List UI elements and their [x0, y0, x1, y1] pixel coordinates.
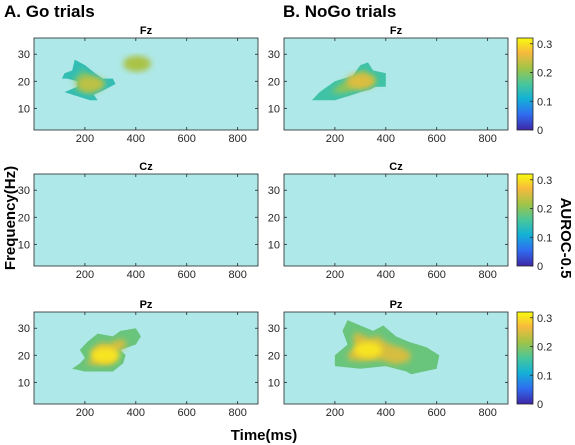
colorbar-gradient	[516, 311, 534, 405]
x-tick-label: 400	[127, 407, 145, 419]
x-tick-label: 800	[228, 407, 246, 419]
x-tick-label: 200	[76, 269, 94, 281]
x-tick-label: 800	[478, 269, 496, 281]
x-tick-label: 600	[428, 269, 446, 281]
x-tick-label: 400	[377, 269, 395, 281]
heatmap-fz-go: Fz 200 400 600 800 10 20 30	[18, 25, 259, 145]
colorbar-tick-label: 0.1	[537, 232, 552, 244]
colorbar-tick-label: 0.1	[537, 96, 552, 108]
region-peak	[354, 341, 382, 358]
y-axis-label: Frequency(Hz)	[2, 166, 19, 270]
panel-title-go: A. Go trials	[4, 2, 95, 21]
axes-box	[33, 173, 259, 267]
colorbar-tick-label: 0	[537, 399, 543, 411]
colorbar-label: AUROC-0.5	[557, 198, 574, 279]
x-tick-label: 600	[178, 133, 196, 145]
x-tick-label: 400	[127, 269, 145, 281]
y-tick-label: 10	[268, 239, 280, 251]
region-peak	[346, 73, 375, 90]
x-tick-label: 200	[326, 133, 344, 145]
x-tick-label: 200	[326, 269, 344, 281]
heatmap-fz-nogo: Fz 200 400 600 800 10 20 30	[268, 25, 509, 145]
electrode-title: Cz	[389, 161, 403, 173]
y-tick-label: 30	[18, 185, 30, 197]
electrode-title: Fz	[140, 25, 153, 37]
y-tick-label: 10	[18, 103, 30, 115]
heatmap-background	[34, 174, 258, 266]
x-tick-label: 800	[228, 133, 246, 145]
y-tick-label: 20	[268, 350, 280, 362]
region-peak	[91, 347, 120, 364]
region-peak	[76, 76, 104, 92]
y-tick-label: 20	[18, 212, 30, 224]
colorbar-tick-label: 0	[537, 125, 543, 137]
y-tick-label: 10	[268, 377, 280, 389]
heatmap-cz-nogo: Cz 200 400 600 800 10 20 30	[268, 161, 509, 281]
x-tick-label: 400	[377, 133, 395, 145]
heatmap-pz-nogo: Pz 200 400 600 800 10 20 30	[268, 299, 509, 419]
x-tick-label: 600	[428, 133, 446, 145]
colorbars: 0 0.1 0.2 0.3 0 0.1 0.2 0.3 0 0.1 0.2 0.3	[516, 37, 552, 411]
panel-title-nogo: B. NoGo trials	[283, 2, 396, 21]
x-tick-label: 200	[326, 407, 344, 419]
y-tick-label: 20	[268, 212, 280, 224]
x-axis-label: Time(ms)	[231, 427, 297, 444]
colorbar-gradient	[516, 173, 534, 267]
region-peak	[123, 55, 152, 72]
colorbar-tick-label: 0.3	[537, 39, 552, 51]
colorbar-tick-label: 0.2	[537, 68, 552, 80]
colorbar-tick-label: 0	[537, 261, 543, 273]
colorbar-1: 0 0.1 0.2 0.3	[516, 37, 552, 137]
x-tick-label: 200	[76, 133, 94, 145]
colorbar-2: 0 0.1 0.2 0.3	[516, 173, 552, 273]
heatmap-background	[34, 38, 258, 130]
heatmap-background	[284, 38, 508, 130]
x-tick-label: 800	[478, 407, 496, 419]
y-tick-label: 30	[268, 323, 280, 335]
y-tick-label: 30	[268, 185, 280, 197]
y-tick-label: 10	[268, 103, 280, 115]
heatmap-background	[34, 312, 258, 404]
y-tick-label: 10	[18, 377, 30, 389]
y-tick-label: 20	[18, 350, 30, 362]
heatmap-panels: Fz 200 400 600 800 10 20 30 Fz 200 400 600 800 10 20 30…	[18, 25, 509, 419]
x-tick-label: 800	[478, 133, 496, 145]
colorbar-tick-label: 0.1	[537, 370, 552, 382]
electrode-title: Fz	[390, 25, 403, 37]
colorbar-3: 0 0.1 0.2 0.3	[516, 311, 552, 411]
colorbar-tick-label: 0.3	[537, 313, 552, 325]
y-tick-label: 20	[268, 76, 280, 88]
colorbar-tick-label: 0.2	[537, 342, 552, 354]
y-tick-label: 30	[268, 49, 280, 61]
x-tick-label: 400	[377, 407, 395, 419]
x-tick-label: 600	[178, 269, 196, 281]
colorbar-tick-label: 0.2	[537, 204, 552, 216]
x-tick-label: 600	[428, 407, 446, 419]
y-tick-label: 30	[18, 323, 30, 335]
x-tick-label: 200	[76, 407, 94, 419]
axes-box	[283, 37, 509, 131]
colorbar-tick-label: 0.3	[537, 175, 552, 187]
electrode-title: Pz	[140, 299, 153, 311]
colorbar-gradient	[516, 37, 534, 131]
axes-box	[33, 37, 259, 131]
x-tick-label: 400	[127, 133, 145, 145]
y-tick-label: 30	[18, 49, 30, 61]
y-tick-label: 10	[18, 239, 30, 251]
heatmap-pz-go: Pz 200 400 600 800 10 20 30	[18, 299, 259, 419]
y-tick-label: 20	[18, 76, 30, 88]
heatmap-background	[284, 174, 508, 266]
x-tick-label: 800	[228, 269, 246, 281]
axes-box	[33, 311, 259, 405]
electrode-title: Cz	[139, 161, 153, 173]
heatmap-cz-go: Cz 200 400 600 800 10 20 30	[18, 161, 259, 281]
electrode-title: Pz	[390, 299, 403, 311]
x-tick-label: 600	[178, 407, 196, 419]
axes-box	[283, 311, 509, 405]
axes-box	[283, 173, 509, 267]
